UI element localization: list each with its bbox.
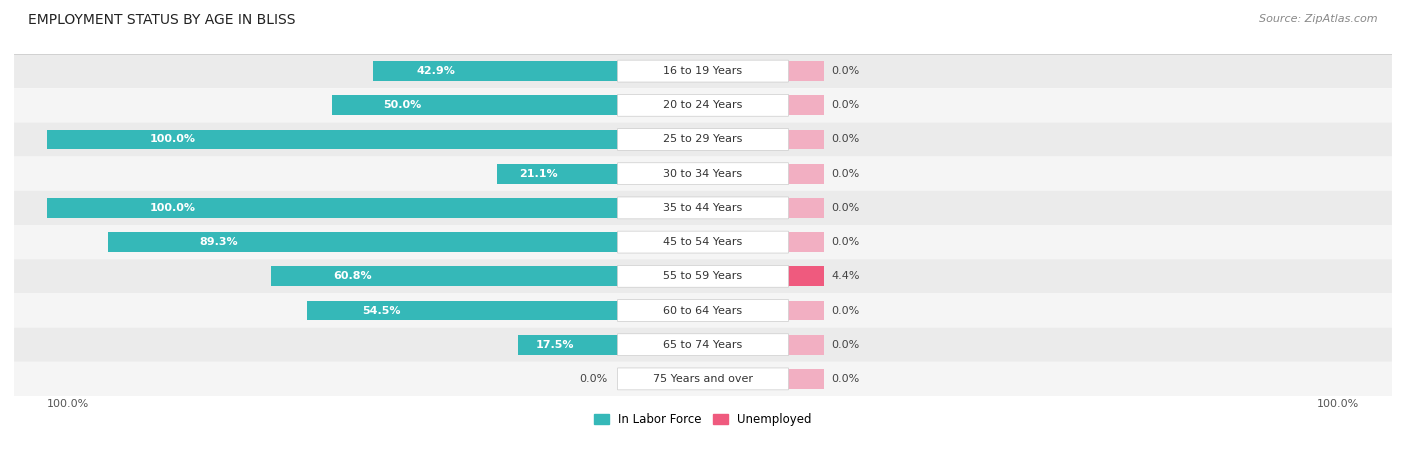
Legend: In Labor Force, Unemployed: In Labor Force, Unemployed — [589, 409, 817, 431]
FancyBboxPatch shape — [617, 300, 789, 321]
Bar — [789, 335, 824, 355]
FancyBboxPatch shape — [14, 293, 1392, 328]
Bar — [307, 301, 617, 320]
Text: 89.3%: 89.3% — [200, 237, 239, 247]
Bar — [789, 164, 824, 184]
Bar — [789, 130, 824, 149]
FancyBboxPatch shape — [617, 231, 789, 253]
Bar — [332, 95, 617, 115]
FancyBboxPatch shape — [14, 259, 1392, 293]
Bar — [270, 266, 617, 286]
Text: 0.0%: 0.0% — [579, 374, 607, 384]
Text: 16 to 19 Years: 16 to 19 Years — [664, 66, 742, 76]
Text: 0.0%: 0.0% — [831, 306, 859, 315]
Text: 0.0%: 0.0% — [831, 374, 859, 384]
FancyBboxPatch shape — [14, 88, 1392, 122]
FancyBboxPatch shape — [617, 60, 789, 82]
Bar — [517, 335, 617, 355]
Text: 100.0%: 100.0% — [149, 135, 195, 144]
Text: 100.0%: 100.0% — [1317, 400, 1360, 410]
FancyBboxPatch shape — [14, 328, 1392, 362]
Text: Source: ZipAtlas.com: Source: ZipAtlas.com — [1260, 14, 1378, 23]
Text: 30 to 34 Years: 30 to 34 Years — [664, 169, 742, 179]
Text: 75 Years and over: 75 Years and over — [652, 374, 754, 384]
Text: 0.0%: 0.0% — [831, 66, 859, 76]
Bar — [789, 198, 824, 218]
Text: 42.9%: 42.9% — [418, 66, 456, 76]
Text: 54.5%: 54.5% — [363, 306, 401, 315]
Bar — [108, 232, 617, 252]
Bar — [498, 164, 617, 184]
FancyBboxPatch shape — [14, 362, 1392, 396]
Bar — [789, 95, 824, 115]
FancyBboxPatch shape — [617, 266, 789, 287]
FancyBboxPatch shape — [14, 225, 1392, 259]
FancyBboxPatch shape — [617, 334, 789, 356]
FancyBboxPatch shape — [617, 163, 789, 184]
Bar — [789, 61, 824, 81]
Text: 100.0%: 100.0% — [149, 203, 195, 213]
Bar — [46, 198, 617, 218]
Text: 17.5%: 17.5% — [536, 340, 574, 350]
Text: 60.8%: 60.8% — [333, 271, 371, 281]
FancyBboxPatch shape — [617, 129, 789, 150]
FancyBboxPatch shape — [14, 191, 1392, 225]
Text: 60 to 64 Years: 60 to 64 Years — [664, 306, 742, 315]
FancyBboxPatch shape — [14, 54, 1392, 88]
Text: 0.0%: 0.0% — [831, 203, 859, 213]
Text: 50.0%: 50.0% — [384, 100, 422, 110]
FancyBboxPatch shape — [617, 94, 789, 116]
Text: 0.0%: 0.0% — [831, 237, 859, 247]
FancyBboxPatch shape — [617, 197, 789, 219]
Text: EMPLOYMENT STATUS BY AGE IN BLISS: EMPLOYMENT STATUS BY AGE IN BLISS — [28, 14, 295, 27]
Bar — [789, 301, 824, 320]
Text: 35 to 44 Years: 35 to 44 Years — [664, 203, 742, 213]
Text: 4.4%: 4.4% — [831, 271, 859, 281]
Text: 45 to 54 Years: 45 to 54 Years — [664, 237, 742, 247]
Bar — [789, 369, 824, 389]
FancyBboxPatch shape — [617, 368, 789, 390]
FancyBboxPatch shape — [14, 157, 1392, 191]
Text: 0.0%: 0.0% — [831, 135, 859, 144]
Text: 25 to 29 Years: 25 to 29 Years — [664, 135, 742, 144]
Text: 20 to 24 Years: 20 to 24 Years — [664, 100, 742, 110]
Text: 0.0%: 0.0% — [831, 340, 859, 350]
Bar — [373, 61, 617, 81]
Text: 55 to 59 Years: 55 to 59 Years — [664, 271, 742, 281]
Bar — [789, 232, 824, 252]
Text: 0.0%: 0.0% — [831, 100, 859, 110]
Text: 0.0%: 0.0% — [831, 169, 859, 179]
Bar — [789, 266, 824, 286]
Text: 100.0%: 100.0% — [46, 400, 89, 410]
Text: 21.1%: 21.1% — [519, 169, 558, 179]
FancyBboxPatch shape — [14, 122, 1392, 157]
Text: 65 to 74 Years: 65 to 74 Years — [664, 340, 742, 350]
Bar — [46, 130, 617, 149]
